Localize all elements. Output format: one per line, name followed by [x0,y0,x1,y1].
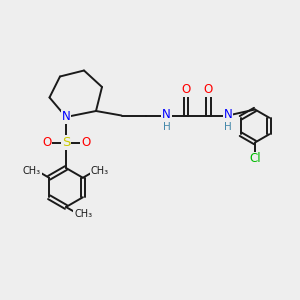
Text: Cl: Cl [249,152,261,166]
Text: CH₃: CH₃ [23,166,41,176]
Text: N: N [224,108,232,121]
Text: H: H [224,122,232,132]
Text: O: O [204,83,213,96]
Text: CH₃: CH₃ [91,166,109,176]
Text: O: O [42,136,51,149]
Text: O: O [182,83,190,96]
Text: H: H [163,122,170,132]
Text: N: N [61,110,70,124]
Text: N: N [162,108,171,121]
Text: S: S [62,136,70,149]
Text: CH₃: CH₃ [74,209,92,219]
Text: O: O [81,136,90,149]
